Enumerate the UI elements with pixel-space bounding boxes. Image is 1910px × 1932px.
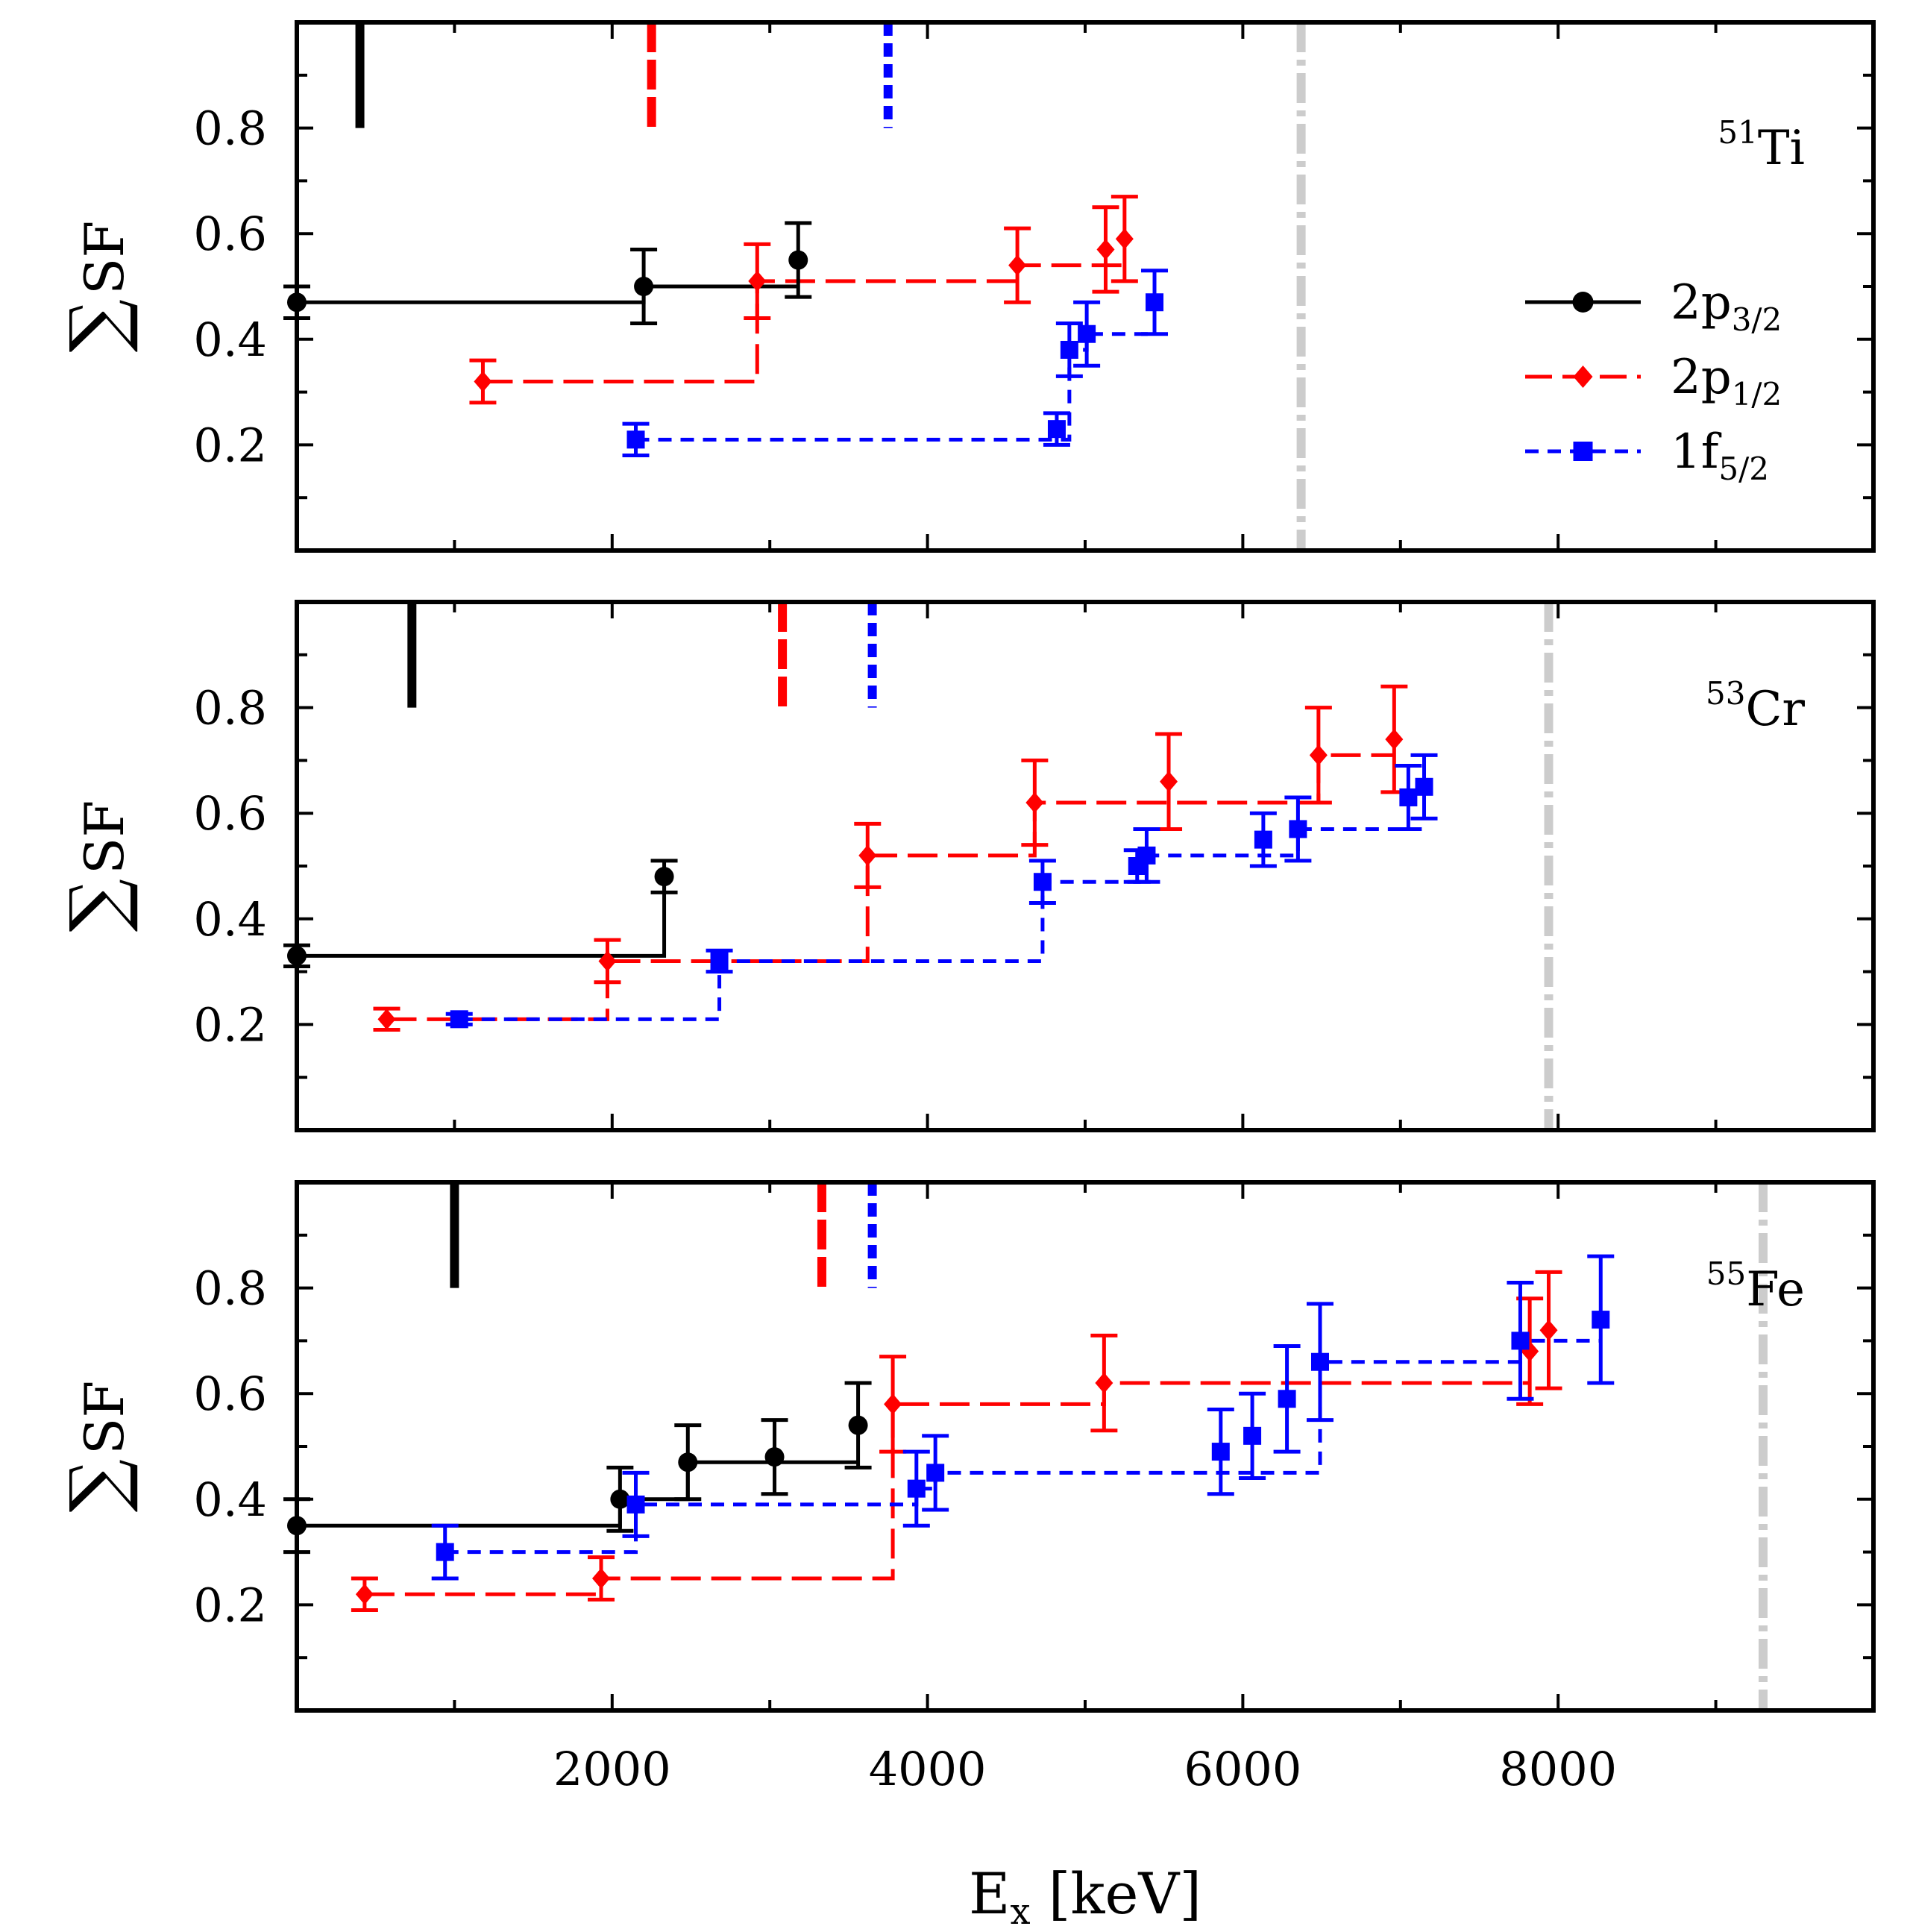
data-point-p32 [634,277,654,296]
ticks [297,602,1873,1130]
y-tick-label: 0.2 [193,1578,267,1632]
y-tick-label: 0.6 [193,1367,267,1421]
nucleus-label: 53Cr [1706,675,1805,737]
data-point-p32 [788,250,808,270]
nucleus-label: 55Fe [1706,1255,1805,1317]
data-point-p12 [1096,239,1115,260]
data-point-p12 [1160,771,1178,792]
data-point-f52 [1060,340,1078,359]
data-point-f52 [626,1495,645,1514]
data-point-f52 [907,1479,926,1498]
data-point-p32 [848,1415,868,1435]
data-point-f52 [1415,777,1433,796]
data-point-f52 [436,1543,454,1561]
ticks [297,1182,1873,1710]
step-line-p32 [297,876,667,958]
data-point-p12 [1008,254,1027,276]
y-axis-label: ∑SF [54,1381,141,1513]
panel-fe: 0.2 0.4 0.6 0.8 ∑SF 55Fe [54,1180,1876,1713]
data-point-f52 [1399,788,1418,806]
legend-label-p12: 2p1/2 [1671,350,1782,413]
data-point-p12 [1115,228,1134,250]
step-line-p32 [297,1460,858,1528]
data-point-f52 [1254,830,1272,849]
data-point-f52 [1278,1390,1296,1408]
data-point-f52 [1211,1443,1230,1461]
y-tick-label: 0.8 [193,681,267,736]
data-point-f52 [1511,1332,1530,1350]
y-tick-label: 0.4 [193,1472,267,1527]
step-line-p12 [364,1381,1530,1596]
data-point-f52 [1243,1426,1262,1445]
step-line-p32 [297,284,799,304]
y-tick-label: 0.6 [193,786,267,841]
data-point-p12 [592,1568,611,1589]
x-tick-label: 8000 [1499,1742,1617,1796]
y-tick-label: 0.4 [193,892,267,947]
data-point-p12 [1309,744,1328,766]
data-point-p12 [858,844,877,866]
data-point-f52 [1137,846,1156,865]
data-point-p12 [377,1009,396,1030]
step-line-f52 [635,332,1155,442]
x-tick-label: 4000 [869,1742,987,1796]
y-axis-label: ∑SF [54,221,141,353]
plot-frame [295,20,1876,553]
y-tick-label: 0.8 [193,1261,267,1316]
data-point-f52 [1310,1352,1329,1371]
legend: 2p3/2 2p1/2 1f5/2 [1525,275,1782,487]
step-line-p12 [386,753,1395,1021]
data-point-p32 [678,1452,698,1472]
data-point-f52 [710,952,729,970]
data-point-f52 [450,1010,468,1029]
x-tick-label: 6000 [1184,1742,1302,1796]
x-tick-label: 2000 [553,1742,671,1796]
data-point-f52 [626,430,645,449]
data-point-f52 [1289,820,1307,838]
data-point-p12 [884,1393,902,1415]
data-point-f52 [1078,324,1096,343]
data-point-p12 [1539,1320,1558,1341]
legend-label-p32: 2p3/2 [1671,275,1782,338]
data-point-p32 [610,1489,630,1509]
y-tick-label: 0.4 [193,313,267,367]
data-point-p12 [1095,1373,1113,1394]
legend-marker-p32 [1572,292,1594,313]
step-line-p12 [483,263,1125,383]
ticks [297,22,1873,551]
plot-frame [295,600,1876,1132]
data-point-p12 [1385,729,1404,750]
data-point-p32 [764,1447,785,1467]
data-point-p12 [474,371,492,392]
legend-marker-p12 [1573,366,1593,388]
legend-marker-f52 [1573,442,1593,461]
data-point-p12 [355,1584,374,1605]
data-point-f52 [1146,293,1164,312]
panel-cr: 0.2 0.4 0.6 0.8 ∑SF 53Cr [54,600,1876,1132]
y-tick-label: 0.6 [193,207,267,261]
data-point-f52 [1592,1311,1610,1329]
step-line-f52 [459,827,1409,1021]
data-point-p12 [748,270,767,292]
plot-frame [295,1180,1876,1713]
panel-ti: 0.2 0.4 0.6 0.8 ∑SF 51Ti [54,20,1876,553]
nucleus-label: 51Ti [1718,114,1805,176]
y-tick-label: 0.2 [193,418,267,472]
data-point-p32 [654,867,674,887]
legend-label-f52: 1f5/2 [1671,424,1769,487]
y-tick-label: 0.2 [193,997,267,1052]
x-axis-label: Ex [keV] [969,1860,1201,1932]
y-axis-label: ∑SF [54,800,141,932]
data-point-f52 [1033,873,1052,891]
y-tick-label: 0.8 [193,101,267,156]
data-point-f52 [926,1464,945,1482]
data-point-p12 [1025,792,1044,814]
data-point-p12 [598,950,617,972]
data-point-f52 [1047,420,1066,439]
